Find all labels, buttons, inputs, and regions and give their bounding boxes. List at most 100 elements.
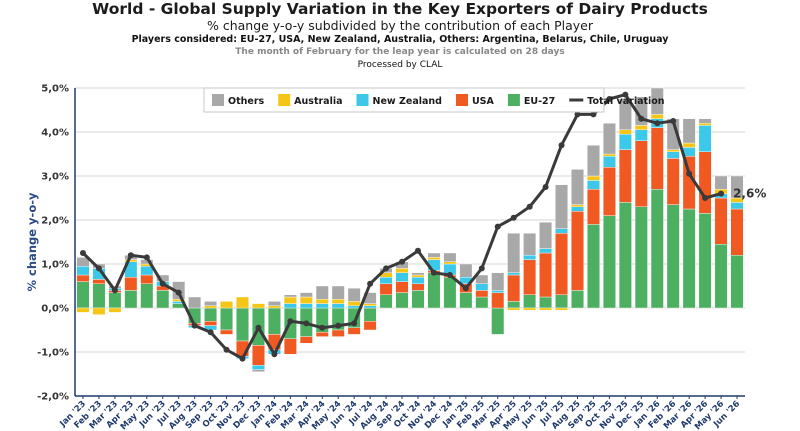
bar-segment-usa xyxy=(411,283,425,291)
total-variation-point xyxy=(175,289,182,296)
bar-segment-usa xyxy=(140,274,154,285)
bar-segment-new-zealand xyxy=(331,303,345,309)
bar-segment-others xyxy=(618,98,632,130)
players-note: Players considered: EU-27, USA, New Zeal… xyxy=(131,34,669,45)
bar-segment-usa xyxy=(347,327,361,335)
bar-segment-australia xyxy=(347,301,361,306)
bar-segment-new-zealand xyxy=(76,266,90,276)
bar-segment-eu-27 xyxy=(714,243,728,309)
total-variation-point xyxy=(430,269,437,276)
bar-segment-eu-27 xyxy=(650,188,664,309)
bar-segment-eu-27 xyxy=(140,283,154,309)
total-variation-point xyxy=(606,96,613,102)
bar-segment-others xyxy=(682,118,696,144)
bar-segment-usa xyxy=(618,149,632,203)
total-variation-point xyxy=(462,285,469,292)
bar-segment-australia xyxy=(618,129,632,135)
total-variation-point xyxy=(111,287,118,294)
y-tick-label: 2,0% xyxy=(41,216,69,227)
legend-label: EU-27 xyxy=(524,96,555,107)
chart-legend: Others Australia New Zealand USA EU-27 Total … xyxy=(203,87,665,113)
bar-segment-eu-27 xyxy=(156,290,170,309)
bar-segment-eu-27 xyxy=(523,294,537,309)
bar-segment-usa xyxy=(379,283,393,295)
total-variation-point xyxy=(191,322,198,329)
bar-segment-others xyxy=(650,87,664,115)
bar-segment-usa xyxy=(730,208,744,256)
bar-segment-australia xyxy=(571,204,584,208)
legend-item-eu-27[interactable]: EU-27 xyxy=(507,94,555,107)
bar-segment-usa xyxy=(76,274,90,282)
chart-header: World - Global Supply Variation in the K… xyxy=(0,0,800,71)
total-variation-point xyxy=(319,324,326,331)
bar-segment-australia xyxy=(283,296,297,304)
leap-year-note: The month of February for the leap year … xyxy=(235,47,565,57)
total-variation-point xyxy=(718,190,725,197)
y-tick-label: -1,0% xyxy=(37,348,69,359)
last-value-label: 2,6% xyxy=(733,187,766,201)
bar-segment-others xyxy=(204,301,218,306)
bar-segment-eu-27 xyxy=(618,202,632,309)
bar-segment-others xyxy=(315,285,329,300)
total-variation-point xyxy=(622,91,629,98)
legend-label: Total variation xyxy=(587,96,665,107)
bar-segment-australia xyxy=(650,114,664,120)
bar-segment-usa xyxy=(204,321,218,326)
bar-segment-eu-27 xyxy=(730,254,744,309)
bar-segment-new-zealand xyxy=(698,125,712,153)
bar-segment-others xyxy=(491,272,505,291)
bar-segment-usa xyxy=(299,336,313,344)
bar-segment-eu-27 xyxy=(220,307,233,331)
bar-segment-others xyxy=(347,288,361,302)
bar-segment-eu-27 xyxy=(507,301,521,309)
legend-label: Australia xyxy=(294,96,342,107)
bar-segment-eu-27 xyxy=(92,283,106,309)
bar-segment-australia xyxy=(411,274,425,278)
bar-segment-usa xyxy=(666,158,680,205)
bar-segment-eu-27 xyxy=(108,292,122,309)
bar-segment-australia xyxy=(220,301,233,309)
legend-item-others[interactable]: Others xyxy=(212,94,265,107)
total-variation-point xyxy=(638,115,645,122)
legend-item-australia[interactable]: Australia xyxy=(278,94,343,107)
bar-segment-usa xyxy=(475,290,489,298)
bar-segment-others xyxy=(427,252,441,258)
total-variation-point xyxy=(271,351,278,358)
bar-segment-usa xyxy=(315,332,329,337)
bar-segment-others xyxy=(459,263,473,278)
legend-item-new-zealand[interactable]: New Zealand xyxy=(356,94,442,107)
total-variation-point xyxy=(510,214,517,221)
bar-segment-eu-27 xyxy=(204,307,218,322)
bar-segment-australia xyxy=(555,307,568,311)
bar-segment-others xyxy=(587,144,600,177)
bar-segment-usa xyxy=(395,281,409,293)
bar-segment-australia xyxy=(315,299,329,304)
bar-segment-australia xyxy=(634,125,648,131)
legend-label: Others xyxy=(228,96,265,107)
bar-segment-new-zealand xyxy=(411,277,425,285)
y-tick-label: 1,0% xyxy=(41,260,69,271)
total-variation-point xyxy=(303,320,310,327)
legend-label: New Zealand xyxy=(373,96,442,107)
bar-segment-others xyxy=(267,301,281,306)
bar-segment-new-zealand xyxy=(602,155,616,168)
bar-segment-new-zealand xyxy=(539,248,553,254)
bar-segment-eu-27 xyxy=(634,206,648,309)
bar-segment-others xyxy=(283,294,297,298)
bar-segment-new-zealand xyxy=(315,303,329,309)
bar-segment-others xyxy=(76,257,90,267)
bar-segment-usa xyxy=(634,140,648,208)
legend-item-usa[interactable]: USA xyxy=(455,94,495,107)
bar-segment-usa xyxy=(602,166,616,216)
y-tick-label: 0,0% xyxy=(41,304,69,315)
legend-box xyxy=(203,87,605,113)
bar-segment-australia xyxy=(698,122,712,126)
processed-by: Processed by CLAL xyxy=(357,60,443,70)
bar-segment-eu-27 xyxy=(124,290,138,309)
bar-segment-australia xyxy=(587,175,600,181)
total-variation-point xyxy=(223,346,230,353)
bar-segment-new-zealand xyxy=(395,272,409,282)
bar-segment-others xyxy=(507,232,521,273)
legend-item-total-variation[interactable]: Total variation xyxy=(569,96,665,107)
bar-segment-new-zealand xyxy=(730,202,744,210)
